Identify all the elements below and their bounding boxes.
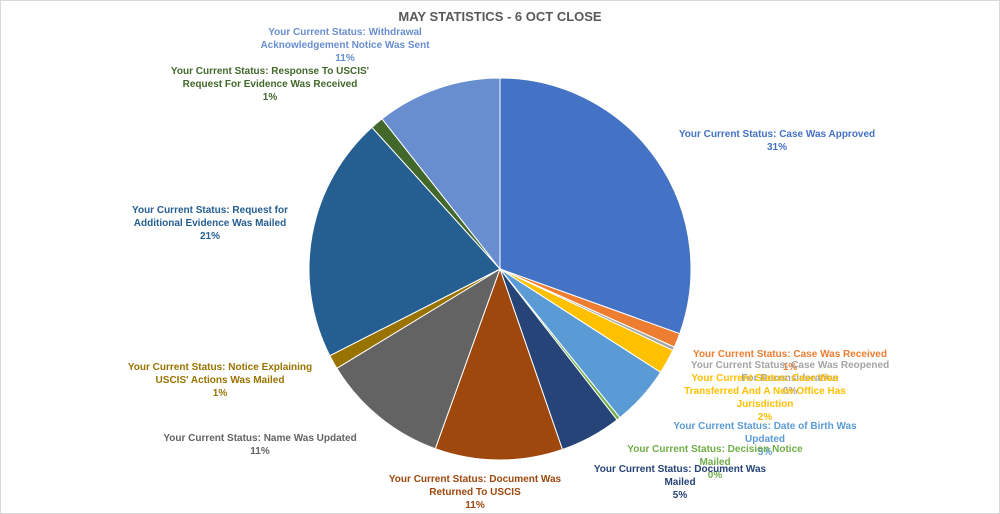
slice-label-3: Your Current Status: Case Was Transferre… <box>684 373 846 423</box>
pie-slice-7 <box>434 267 564 461</box>
slice-label-11: Your Current Status: Response To USCIS' … <box>170 66 370 103</box>
slice-label-10: Your Current Status: Request for Additio… <box>132 205 288 242</box>
slice-label-7: Your Current Status: Document Was Return… <box>388 474 562 511</box>
chart-title: MAY STATISTICS - 6 OCT CLOSE <box>398 9 602 24</box>
pie-slice-8 <box>336 267 501 450</box>
slice-label-1: Your Current Status: Case Was Received 1… <box>693 349 887 373</box>
slice-label-2: Your Current Status: Case Was Reopened F… <box>690 360 890 397</box>
slice-label-0: Your Current Status: Case Was Approved 3… <box>678 129 876 153</box>
pie-slice-10 <box>308 126 501 357</box>
pie-slice-12 <box>381 77 501 271</box>
slice-label-8: Your Current Status: Name Was Updated 11… <box>163 433 357 457</box>
slice-label-5: Your Current Status: Decision Notice Mai… <box>627 444 803 481</box>
slice-label-9: Your Current Status: Notice Explaining U… <box>127 362 313 399</box>
slice-label-12: Your Current Status: Withdrawal Acknowle… <box>260 27 430 64</box>
slice-label-6: Your Current Status: Document Was Mailed… <box>593 464 767 501</box>
pie-slice-0 <box>499 77 692 335</box>
slice-label-4: Your Current Status: Date of Birth Was U… <box>673 421 857 458</box>
